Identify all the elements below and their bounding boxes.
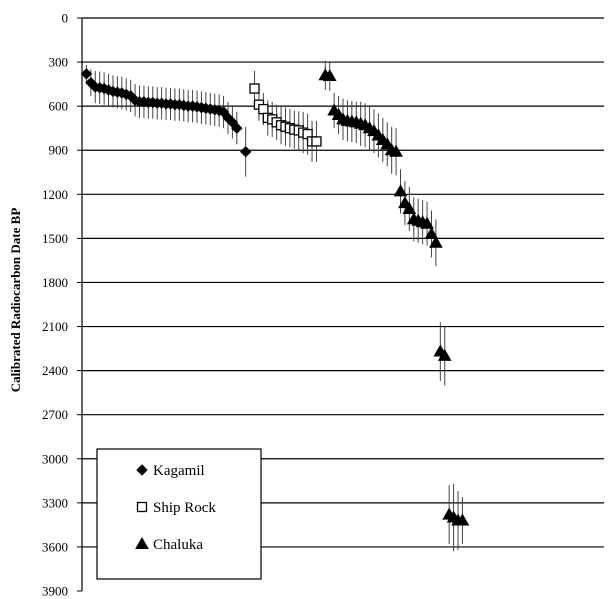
chaluka-point (393, 184, 408, 197)
legend-label-kagamil: Kagamil (153, 463, 205, 479)
y-tick-label: 2100 (42, 319, 68, 334)
y-tick-label: 3300 (42, 495, 68, 510)
kagamil-point (239, 145, 252, 158)
kagamil-point (80, 68, 93, 80)
chaluka-point (322, 69, 337, 82)
chaluka-point (429, 235, 443, 248)
legend-marker-ship-rock (136, 501, 148, 513)
ship-rock-point (249, 83, 260, 94)
legend-label-chaluka: Chaluka (153, 537, 203, 553)
legend-label-ship-rock: Ship Rock (153, 500, 216, 516)
y-tick-label: 2400 (42, 363, 68, 378)
data-points (80, 68, 470, 526)
legend: Kagamil Ship Rock Chaluka (96, 448, 262, 580)
y-axis: 0 300 600 900 1200 1500 1800 2100 2400 2700 3000 33… (42, 11, 83, 599)
chaluka-point (455, 513, 470, 526)
chaluka-point (420, 216, 434, 229)
y-tick-label: 3000 (42, 451, 68, 466)
y-tick-label: 600 (49, 99, 69, 114)
y-tick-label: 3600 (42, 539, 68, 554)
ship-rock-point (258, 103, 269, 115)
legend-marker-chaluka (135, 536, 149, 549)
y-tick-label: 1200 (42, 187, 68, 202)
y-tick-label: 0 (62, 11, 69, 26)
legend-box (96, 448, 262, 580)
y-tick-label: 2700 (42, 407, 68, 422)
y-tick-label: 900 (49, 143, 69, 158)
kagamil-point (231, 122, 243, 134)
y-tick-label: 1500 (42, 231, 68, 246)
ship-rock-point (311, 136, 322, 147)
y-tick-label: 3900 (42, 584, 68, 599)
legend-marker-kagamil (136, 464, 148, 476)
chaluka-point (389, 144, 403, 157)
chaluka-point (402, 201, 417, 214)
y-tick-label: 300 (49, 55, 69, 70)
chaluka-point (424, 226, 439, 239)
y-axis-title: Calibrated Radiocarbon Date BP (8, 208, 23, 393)
chaluka-point (437, 348, 452, 361)
y-tick-label: 1800 (42, 275, 68, 290)
